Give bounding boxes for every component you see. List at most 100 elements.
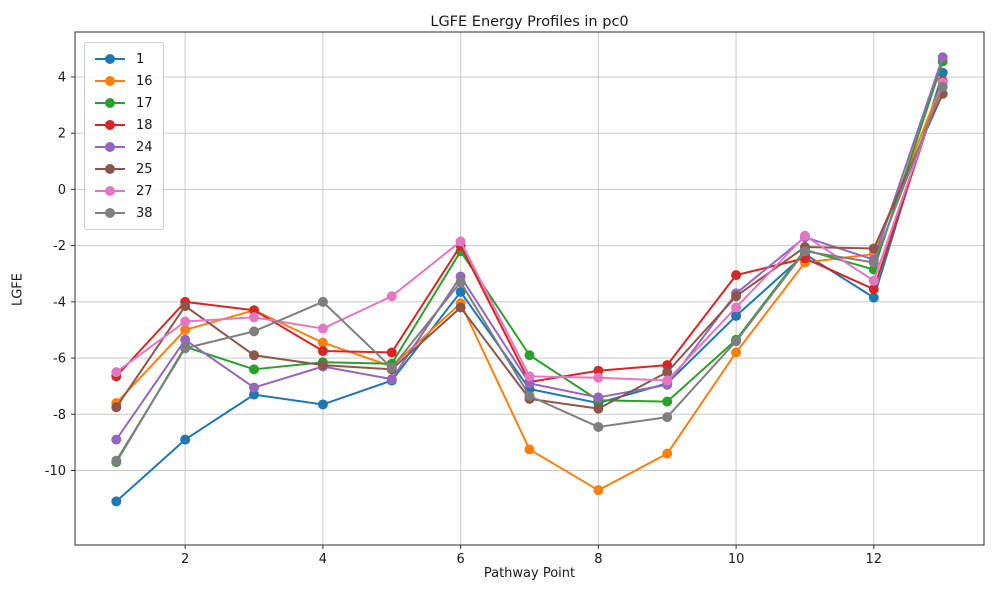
series-line-25 xyxy=(115,93,944,410)
series-line-16 xyxy=(115,80,944,492)
chart-title: LGFE Energy Profiles in pc0 xyxy=(430,14,629,30)
data-point-18-x3 xyxy=(249,305,260,316)
data-point-38-x6 xyxy=(455,277,466,288)
legend-item-17: 17 xyxy=(94,92,153,114)
data-point-1-x2 xyxy=(180,434,191,445)
y-tick-label--8: -8 xyxy=(53,408,66,423)
data-point-24-x3 xyxy=(249,382,260,393)
legend-label-25: 25 xyxy=(136,161,153,177)
legend-item-25: 25 xyxy=(94,158,153,180)
x-axis-label: Pathway Point xyxy=(483,566,576,581)
data-point-27-x11 xyxy=(799,230,810,241)
data-point-24-x8 xyxy=(593,392,604,403)
data-point-25-x6 xyxy=(455,302,466,313)
legend-label-18: 18 xyxy=(136,117,153,133)
data-point-18-x4 xyxy=(317,346,328,357)
legend-label-16: 16 xyxy=(136,73,153,89)
data-point-1-x1 xyxy=(111,496,122,507)
data-point-38-x13 xyxy=(937,81,948,92)
data-point-27-x8 xyxy=(593,372,604,383)
y-tick-label--6: -6 xyxy=(53,352,66,367)
legend-item-16: 16 xyxy=(94,70,153,92)
legend-swatch-24 xyxy=(95,142,125,152)
legend-item-27: 27 xyxy=(94,180,153,202)
data-point-1-x10 xyxy=(731,310,742,321)
legend-item-1: 1 xyxy=(94,48,153,70)
legend-swatch-25 xyxy=(95,164,125,174)
data-point-24-x2 xyxy=(180,334,191,345)
data-point-16-x2 xyxy=(180,324,191,335)
data-point-25-x12 xyxy=(868,243,879,254)
data-point-38-x7 xyxy=(524,391,535,402)
legend-swatch-16 xyxy=(95,76,125,86)
data-point-27-x4 xyxy=(317,323,328,334)
data-point-27-x1 xyxy=(111,367,122,378)
series-line-18 xyxy=(115,80,944,383)
data-point-1-x6 xyxy=(455,287,466,298)
legend-item-24: 24 xyxy=(94,136,153,158)
data-point-1-x12 xyxy=(868,292,879,303)
legend-label-17: 17 xyxy=(136,95,153,111)
data-point-25-x8 xyxy=(593,403,604,414)
data-point-25-x3 xyxy=(249,350,260,361)
legend-label-38: 38 xyxy=(136,205,153,221)
legend-swatch-1 xyxy=(95,54,125,64)
legend-swatch-17 xyxy=(95,98,125,108)
y-tick-label--2: -2 xyxy=(53,239,66,254)
plot-frame xyxy=(74,31,985,546)
data-point-1-x4 xyxy=(317,399,328,410)
data-point-38-x4 xyxy=(317,296,328,307)
data-point-18-x9 xyxy=(662,360,673,371)
series-line-1 xyxy=(115,72,944,503)
y-axis-label: LGFE xyxy=(10,273,26,307)
data-point-27-x5 xyxy=(386,291,397,302)
data-point-18-x10 xyxy=(731,270,742,281)
data-point-38-x9 xyxy=(662,412,673,423)
data-point-16-x10 xyxy=(731,347,742,358)
legend-label-24: 24 xyxy=(136,139,153,155)
data-point-38-x8 xyxy=(593,421,604,432)
data-point-27-x6 xyxy=(455,236,466,247)
y-tick-label-0: 0 xyxy=(58,183,66,198)
legend-label-27: 27 xyxy=(136,183,153,199)
y-tick-label--10: -10 xyxy=(45,464,66,479)
data-point-24-x5 xyxy=(386,374,397,385)
data-point-38-x3 xyxy=(249,326,260,337)
y-tick-label--4: -4 xyxy=(53,295,66,310)
data-point-25-x1 xyxy=(111,402,122,413)
y-tick-label-2: 2 xyxy=(58,127,66,142)
data-point-27-x9 xyxy=(662,375,673,386)
x-tick-label-4: 4 xyxy=(319,552,327,567)
data-point-25-x2 xyxy=(180,301,191,312)
legend-swatch-27 xyxy=(95,186,125,196)
x-tick-label-12: 12 xyxy=(866,552,883,567)
series-line-27 xyxy=(115,82,944,382)
data-point-38-x1 xyxy=(111,455,122,466)
data-point-16-x9 xyxy=(662,448,673,459)
data-point-38-x5 xyxy=(386,362,397,373)
legend-swatch-38 xyxy=(95,208,125,218)
data-point-25-x4 xyxy=(317,360,328,371)
data-point-18-x8 xyxy=(593,365,604,376)
legend-swatch-18 xyxy=(95,120,125,130)
data-point-25-x9 xyxy=(662,367,673,378)
data-point-38-x11 xyxy=(799,246,810,257)
data-point-24-x13 xyxy=(937,52,948,63)
data-point-16-x4 xyxy=(317,337,328,348)
x-tick-label-2: 2 xyxy=(181,552,189,567)
data-point-27-x7 xyxy=(524,371,535,382)
data-point-16-x8 xyxy=(593,485,604,496)
data-point-16-x7 xyxy=(524,444,535,455)
data-point-24-x1 xyxy=(111,434,122,445)
legend: 1 16 17 18 24 25 27 38 xyxy=(84,42,164,230)
y-tick-label-4: 4 xyxy=(58,70,66,85)
data-point-24-x7 xyxy=(524,378,535,389)
data-point-17-x3 xyxy=(249,364,260,375)
data-point-1-x3 xyxy=(249,389,260,400)
data-point-27-x10 xyxy=(731,302,742,313)
data-point-27-x2 xyxy=(180,316,191,327)
data-point-27-x3 xyxy=(249,312,260,323)
legend-label-1: 1 xyxy=(136,51,145,67)
